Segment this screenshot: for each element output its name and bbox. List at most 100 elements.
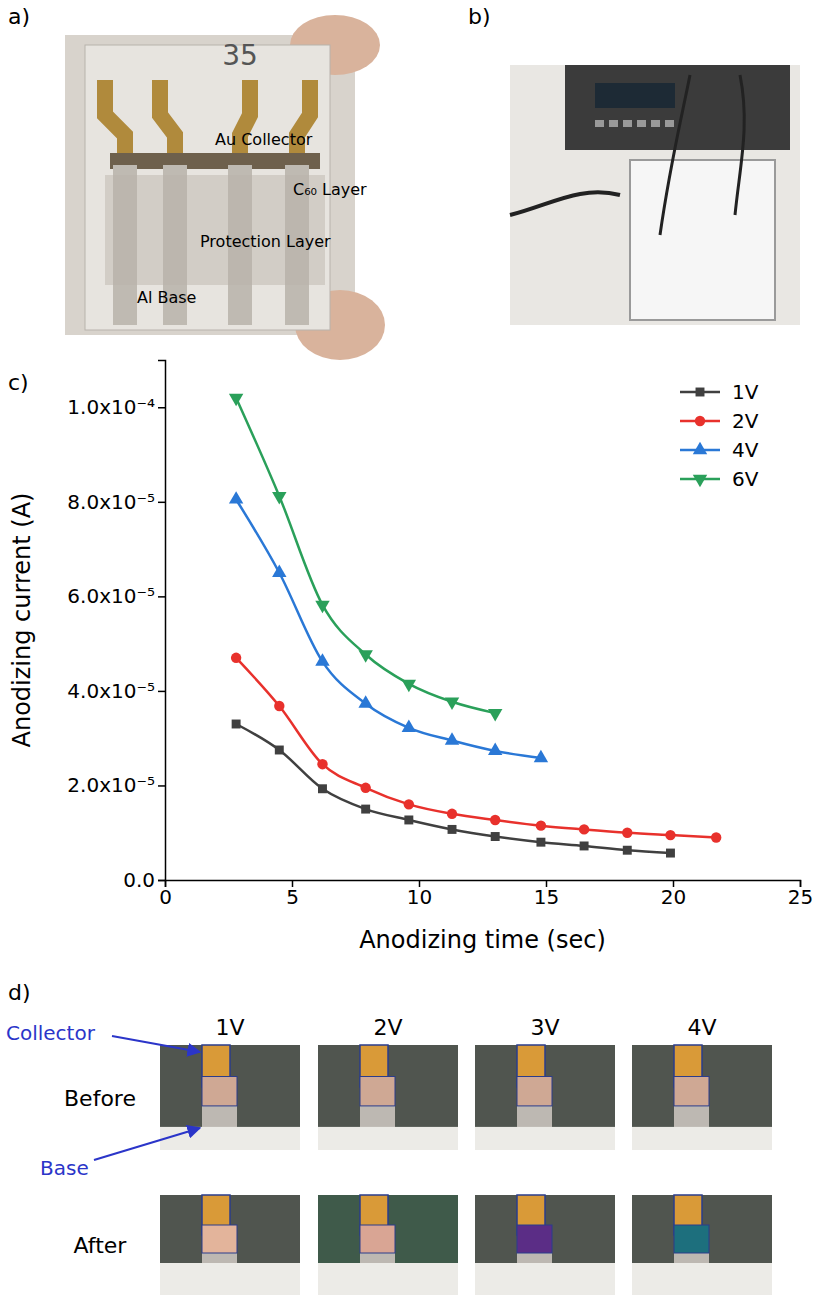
- junction-square: [202, 1077, 237, 1106]
- series-marker: [272, 492, 286, 504]
- series-marker: [580, 841, 589, 850]
- series-marker: [536, 838, 545, 847]
- junction-square: [674, 1077, 709, 1106]
- sample-photo: [160, 1195, 300, 1295]
- y-tick-label: 1.0x10⁻⁴: [67, 395, 155, 419]
- series-marker: [317, 759, 327, 769]
- y-tick-mark: [158, 407, 165, 409]
- panel-letter: c): [8, 370, 29, 395]
- instrument-button: [595, 120, 604, 127]
- series-marker: [272, 564, 286, 576]
- photo-label: Al Base: [137, 288, 196, 307]
- sample-photo: [632, 1195, 772, 1295]
- x-axis: 0510152025: [159, 880, 813, 909]
- y-tick: 0.0: [123, 868, 165, 892]
- cable: [660, 75, 690, 235]
- annotation: Collector: [6, 1021, 96, 1045]
- instrument-button: [651, 120, 660, 127]
- series-marker: [229, 491, 243, 503]
- y-tick-mark: [158, 785, 165, 787]
- plot-area: [229, 394, 721, 858]
- series-line: [236, 724, 670, 853]
- panel-letter: d): [8, 980, 31, 1005]
- series-marker: [622, 828, 632, 838]
- series-marker: [445, 698, 459, 710]
- y-tick-label: 2.0x10⁻⁵: [67, 773, 155, 797]
- sample-photo: [318, 1195, 458, 1295]
- sample-photo: [475, 1045, 615, 1150]
- y-tick-mark: [158, 880, 165, 882]
- sample-photo: [475, 1195, 615, 1295]
- row-head: After: [74, 1233, 128, 1258]
- column-head: 3V: [530, 1015, 559, 1040]
- x-axis-line: [166, 881, 801, 888]
- series-marker: [488, 743, 502, 755]
- series-marker: [448, 825, 457, 834]
- legend-entry: 4V: [680, 438, 759, 462]
- legend-label: 4V: [732, 438, 759, 462]
- series-marker: [275, 746, 284, 755]
- series-line: [236, 499, 541, 758]
- y-tick-label: 4.0x10⁻⁵: [67, 679, 155, 703]
- photo-background: [510, 65, 800, 325]
- legend-swatch-marker: [696, 388, 705, 397]
- y-tick-label: 0.0: [123, 868, 155, 892]
- instrument-button: [609, 120, 618, 127]
- legend: 1V 2V 4V 6V: [680, 380, 759, 491]
- y-tick: 2.0x10⁻⁵: [67, 773, 165, 797]
- series-marker: [665, 830, 675, 840]
- au-trace: [160, 80, 175, 160]
- series-marker: [315, 653, 329, 665]
- column-head: 1V: [215, 1015, 244, 1040]
- sample-photo: [632, 1045, 772, 1150]
- junction-square: [202, 1225, 237, 1253]
- x-tick-label: 15: [534, 885, 559, 909]
- chart: 05101520250.02.0x10⁻⁵4.0x10⁻⁵6.0x10⁻⁵8.0…: [8, 361, 813, 955]
- photo-background: [318, 1045, 458, 1150]
- y-tick-label: 8.0x10⁻⁵: [67, 490, 155, 514]
- y-tick-label: 6.0x10⁻⁵: [67, 584, 155, 608]
- photo-label: C₆₀ Layer: [293, 180, 367, 199]
- column-head: 4V: [687, 1015, 716, 1040]
- photo-a: 35Au CollectorC₆₀ LayerProtection LayerA…: [65, 15, 385, 360]
- series-marker: [445, 732, 459, 744]
- junction-square: [360, 1225, 395, 1253]
- photo-background: [318, 1195, 458, 1295]
- legend-swatch-marker: [693, 475, 707, 487]
- series-marker: [623, 846, 632, 855]
- series-marker: [491, 832, 500, 841]
- x-tick-label: 25: [788, 885, 813, 909]
- series-marker: [447, 809, 457, 819]
- column-head: 2V: [373, 1015, 402, 1040]
- series-marker: [358, 650, 372, 662]
- photo-label: Au Collector: [215, 130, 313, 149]
- junction-square: [360, 1077, 395, 1106]
- y-tick: 4.0x10⁻⁵: [67, 679, 165, 703]
- junction-square: [517, 1225, 552, 1253]
- series-marker: [488, 709, 502, 721]
- photo-label: 35: [222, 39, 258, 72]
- y-axis: 0.0 2.0x10⁻⁵ 4.0x10⁻⁵ 6.0x10⁻⁵ 8.0x10⁻⁵ 1.0x1…: [67, 361, 165, 892]
- legend-entry: 6V: [680, 467, 759, 491]
- protection-block: [160, 1263, 300, 1295]
- y-axis-line: [158, 361, 166, 881]
- legend-label: 1V: [732, 380, 759, 404]
- legend-label: 2V: [732, 409, 759, 433]
- panel-letter: a): [8, 4, 30, 29]
- series-marker: [231, 653, 241, 663]
- x-tick: 20: [661, 880, 686, 909]
- y-tick: 8.0x10⁻⁵: [67, 490, 165, 514]
- series-marker: [315, 601, 329, 613]
- annotation-arrow: [94, 1128, 200, 1160]
- y-tick: 1.0x10⁻⁴: [67, 395, 165, 419]
- series-marker: [361, 805, 370, 814]
- instrument-button: [623, 120, 632, 127]
- x-tick-label: 0: [159, 885, 172, 909]
- protection-block: [475, 1127, 615, 1150]
- series-marker: [360, 783, 370, 793]
- sample-photo: [318, 1045, 458, 1150]
- instrument-button: [665, 120, 674, 127]
- legend-entry: 1V: [680, 380, 759, 404]
- x-tick: 0: [159, 880, 172, 909]
- series-marker: [536, 820, 546, 830]
